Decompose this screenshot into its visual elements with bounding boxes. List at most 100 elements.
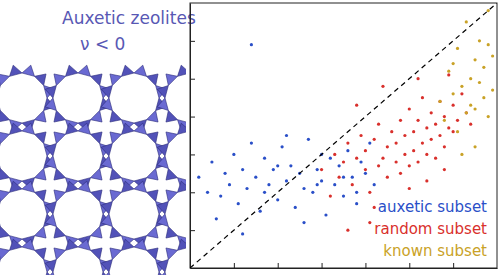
x-tick-mark xyxy=(322,263,323,268)
y-tick-mark xyxy=(190,117,195,118)
tetrahedron xyxy=(35,248,47,260)
point xyxy=(443,145,446,148)
point xyxy=(465,111,468,114)
point xyxy=(324,213,327,216)
point xyxy=(373,183,376,186)
tetrahedron xyxy=(66,181,79,192)
point xyxy=(276,164,279,167)
legend-entry: known subset xyxy=(383,242,487,260)
point xyxy=(263,191,266,194)
tetrahedron xyxy=(157,260,168,273)
tetrahedron xyxy=(157,214,168,227)
tetrahedron xyxy=(0,156,1,169)
point xyxy=(434,157,437,160)
point xyxy=(482,96,485,99)
y-tick-mark xyxy=(190,41,195,42)
tetrahedron xyxy=(54,132,66,144)
point xyxy=(456,47,459,50)
tetrahedron xyxy=(110,190,122,202)
point xyxy=(241,232,244,235)
tetrahedron xyxy=(66,239,79,250)
point xyxy=(473,107,476,110)
point xyxy=(373,138,376,141)
x-tick-mark xyxy=(365,263,366,268)
point xyxy=(430,138,433,141)
point xyxy=(487,115,490,118)
point xyxy=(447,126,450,129)
tetrahedron xyxy=(0,202,1,215)
point xyxy=(302,187,305,190)
tetrahedron xyxy=(166,248,178,260)
point xyxy=(412,149,415,152)
point xyxy=(215,217,218,220)
tetrahedron xyxy=(122,65,135,76)
chart: Auxetic zeolitesν < 0auxetic subsetrando… xyxy=(0,0,500,275)
point xyxy=(478,81,481,84)
tetrahedron xyxy=(110,227,122,239)
x-tick-mark xyxy=(453,263,454,268)
point xyxy=(487,9,490,12)
point xyxy=(460,153,463,156)
point xyxy=(416,119,419,122)
tetrahedron xyxy=(0,98,1,111)
point xyxy=(438,100,441,103)
point xyxy=(346,229,349,232)
tetrahedron xyxy=(91,132,103,144)
title: Auxetic zeolites xyxy=(62,8,196,28)
point xyxy=(281,145,284,148)
point xyxy=(456,119,459,122)
y-tick-mark xyxy=(190,154,195,155)
tetrahedron xyxy=(45,144,56,157)
tetrahedron xyxy=(91,227,103,239)
tetrahedron xyxy=(54,74,66,86)
tetrahedron xyxy=(110,169,122,181)
tetrahedron xyxy=(0,260,1,273)
point xyxy=(206,191,209,194)
point xyxy=(395,160,398,163)
tetrahedron xyxy=(0,214,1,227)
point xyxy=(460,92,463,95)
point xyxy=(443,115,446,118)
tetrahedron xyxy=(166,190,178,202)
point xyxy=(333,183,336,186)
tetrahedron xyxy=(10,65,23,76)
point xyxy=(351,183,354,186)
tetrahedron xyxy=(45,86,56,99)
tetrahedron xyxy=(101,260,112,273)
point xyxy=(368,141,371,144)
point xyxy=(285,179,288,182)
x-tick xyxy=(322,263,323,268)
point xyxy=(272,168,275,171)
tetrahedron xyxy=(35,74,47,86)
tetrahedron xyxy=(78,65,91,76)
point xyxy=(355,157,358,160)
tetrahedron xyxy=(91,169,103,181)
y-tick xyxy=(190,192,195,193)
point xyxy=(368,221,371,224)
point xyxy=(223,172,226,175)
marks xyxy=(190,3,497,268)
tetrahedron xyxy=(166,227,178,239)
tetrahedron xyxy=(78,123,91,134)
point xyxy=(311,191,314,194)
point xyxy=(416,160,419,163)
legend-entry: auxetic subset xyxy=(378,198,487,216)
tetrahedron xyxy=(0,248,10,260)
tetrahedron xyxy=(166,169,178,181)
tetrahedron xyxy=(22,123,35,134)
tetrahedron xyxy=(45,272,56,275)
point xyxy=(316,183,319,186)
tetrahedron xyxy=(134,123,147,134)
tetrahedron xyxy=(122,181,135,192)
point xyxy=(473,58,476,61)
point xyxy=(386,145,389,148)
point xyxy=(254,176,257,179)
y-axis xyxy=(190,4,195,269)
tetrahedron xyxy=(134,181,147,192)
tetrahedron xyxy=(0,190,10,202)
tetrahedron xyxy=(0,86,1,99)
tetrahedron xyxy=(0,74,10,86)
point xyxy=(351,176,354,179)
tetrahedron xyxy=(35,169,47,181)
legend: auxetic subsetrandom subsetknown subset xyxy=(374,198,487,260)
